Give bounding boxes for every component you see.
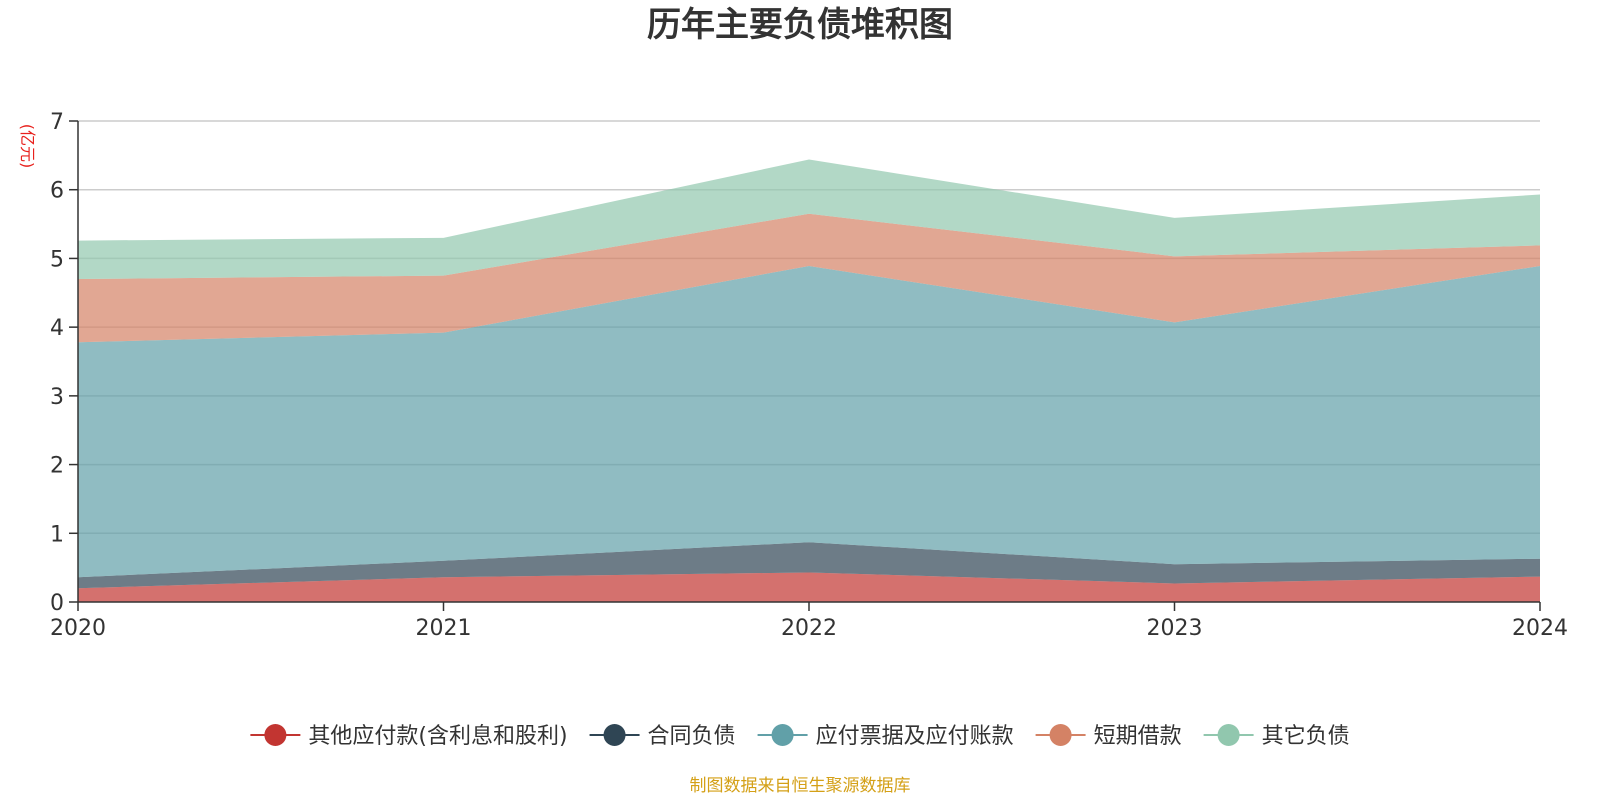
legend-label: 应付票据及应付账款 <box>816 724 1014 749</box>
legend-label: 其他应付款(含利息和股利) <box>308 724 567 749</box>
legend-item-2[interactable]: 合同负债 <box>589 724 736 749</box>
legend-item-1[interactable]: 其他应付款(含利息和股利) <box>250 724 568 749</box>
y-tick-label: 3 <box>50 385 64 410</box>
y-axis-unit-label: (亿元) <box>18 124 37 169</box>
legend-marker <box>264 724 287 746</box>
y-tick-label: 0 <box>50 591 64 616</box>
y-tick-label: 1 <box>50 522 64 547</box>
chart-title: 历年主要负债堆积图 <box>647 5 953 45</box>
x-tick-label: 2020 <box>50 616 106 641</box>
legend-label: 短期借款 <box>1094 724 1182 749</box>
y-tick-label: 5 <box>50 247 64 272</box>
y-tick-label: 7 <box>50 110 64 135</box>
legend-label: 合同负债 <box>648 724 736 749</box>
x-tick-label: 2023 <box>1147 616 1203 641</box>
x-tick-label: 2022 <box>781 616 837 641</box>
legend-item-5[interactable]: 其它负债 <box>1203 724 1350 749</box>
legend-label: 其它负债 <box>1262 724 1350 749</box>
legend-item-3[interactable]: 应付票据及应付账款 <box>757 724 1014 749</box>
legend-marker <box>771 724 794 746</box>
legend-marker <box>1049 724 1072 746</box>
y-tick-label: 2 <box>50 454 64 479</box>
x-tick-label: 2021 <box>416 616 472 641</box>
axes: 0 1 2 3 4 5 6 7 2020 2021 2022 2023 2024 <box>50 110 1568 641</box>
area-series-2 <box>78 542 1540 589</box>
x-tick-label: 2024 <box>1512 616 1568 641</box>
legend[interactable]: 其他应付款(含利息和股利) 合同负债 应付票据及应付账款 短期借款 其它负债 <box>250 724 1350 749</box>
area-series-1 <box>78 572 1540 602</box>
legend-item-4[interactable]: 短期借款 <box>1035 724 1182 749</box>
y-tick-label: 4 <box>50 316 64 341</box>
y-tick-label: 6 <box>50 179 64 204</box>
legend-marker <box>603 724 626 746</box>
area-series-3 <box>78 265 1540 578</box>
data-source-note: 制图数据来自恒生聚源数据库 <box>690 776 911 796</box>
area-series-4 <box>78 213 1540 343</box>
area-series-5 <box>78 159 1540 280</box>
area-series <box>78 159 1540 602</box>
legend-marker <box>1217 724 1240 746</box>
